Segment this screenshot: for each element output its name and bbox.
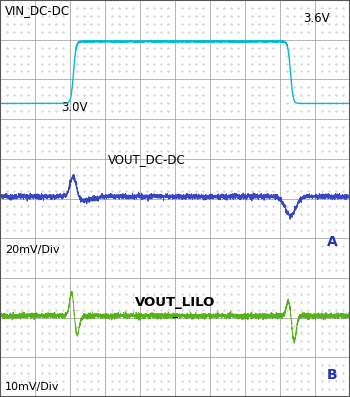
Text: VOUT_DC-DC: VOUT_DC-DC: [108, 153, 186, 166]
Text: A: A: [327, 235, 338, 249]
Text: B: B: [327, 368, 338, 382]
Text: VOUT_LILO: VOUT_LILO: [135, 296, 215, 309]
Text: VIN_DC-DC: VIN_DC-DC: [5, 4, 70, 17]
Text: 3.0V: 3.0V: [61, 101, 88, 114]
Text: 3.6V: 3.6V: [303, 12, 329, 25]
Text: 20mV/Div: 20mV/Div: [5, 245, 60, 255]
Text: 10mV/Div: 10mV/Div: [5, 382, 60, 392]
